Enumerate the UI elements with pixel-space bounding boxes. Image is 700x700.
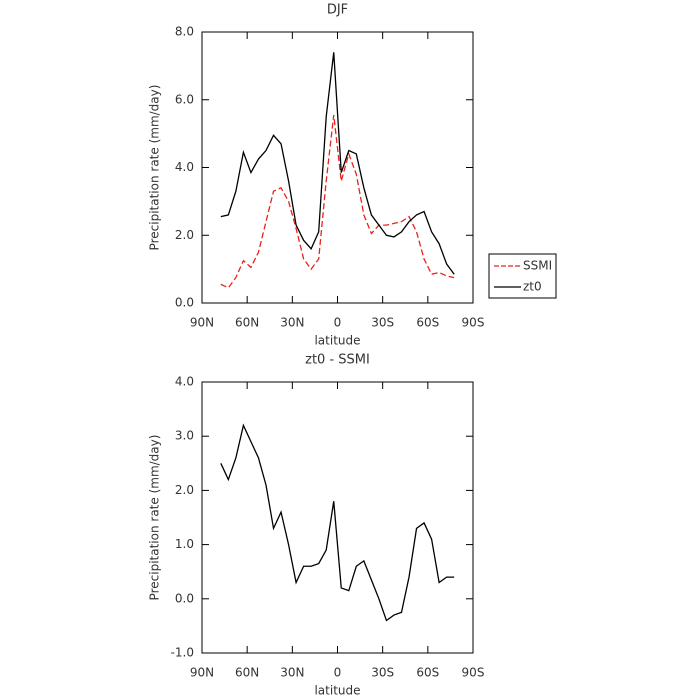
data-line — [220, 114, 455, 289]
y-tick-label: 4.0 — [175, 160, 194, 174]
legend-label: zt0 — [523, 280, 542, 294]
x-tick-label: 60N — [235, 316, 259, 330]
x-tick-label: 30S — [371, 666, 394, 680]
x-tick-label: 30S — [371, 316, 394, 330]
x-tick-label: 0 — [334, 666, 342, 680]
x-tick-label: 60S — [416, 666, 439, 680]
plot-frame — [201, 381, 474, 654]
y-tick-label: 2.0 — [175, 483, 194, 497]
x-tick-label: 60N — [235, 666, 259, 680]
chart-title: DJF — [327, 3, 348, 18]
x-tick-label: 90S — [462, 666, 485, 680]
legend-box — [488, 253, 557, 299]
chart-title: zt0 - SSMI — [305, 353, 370, 368]
y-axis-label: Precipitation rate (mm/day) — [148, 435, 162, 601]
y-tick-label: -1.0 — [171, 646, 194, 660]
x-axis-label: latitude — [314, 334, 360, 348]
y-tick-label: 1.0 — [175, 537, 194, 551]
y-tick-label: 0.0 — [175, 591, 194, 605]
y-tick-label: 6.0 — [175, 92, 194, 106]
x-tick-label: 30N — [280, 316, 304, 330]
data-line — [220, 52, 455, 275]
x-axis-label: latitude — [314, 684, 360, 698]
x-tick-label: 30N — [280, 666, 304, 680]
legend-label: SSMI — [523, 259, 552, 273]
y-axis-label: Precipitation rate (mm/day) — [148, 85, 162, 251]
data-line — [220, 423, 455, 622]
x-tick-label: 0 — [334, 316, 342, 330]
x-tick-label: 90N — [190, 316, 214, 330]
y-tick-label: 4.0 — [175, 375, 194, 389]
y-tick-label: 2.0 — [175, 228, 194, 242]
x-tick-label: 60S — [416, 316, 439, 330]
y-tick-label: 8.0 — [175, 25, 194, 39]
y-tick-label: 0.0 — [175, 296, 194, 310]
x-tick-label: 90N — [190, 666, 214, 680]
y-tick-label: 3.0 — [175, 429, 194, 443]
x-tick-label: 90S — [462, 316, 485, 330]
